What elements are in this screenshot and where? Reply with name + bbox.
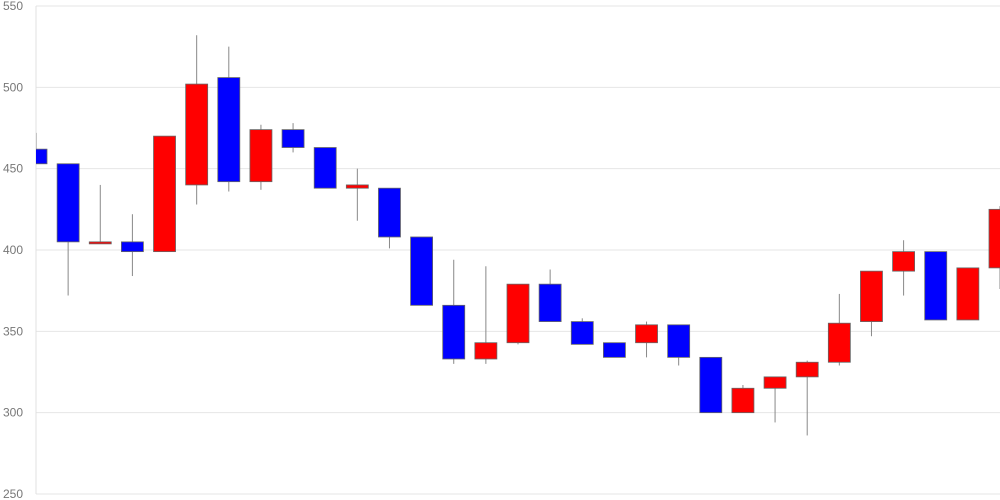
candle — [281, 123, 305, 153]
candle — [217, 46, 241, 192]
candle-body-up — [892, 251, 915, 272]
candle-body-down — [281, 129, 305, 148]
candle-body-up — [860, 270, 883, 322]
candle-body-up — [185, 83, 209, 186]
candle — [121, 214, 144, 277]
candle — [570, 318, 594, 345]
candle-body-down — [121, 241, 144, 253]
candle-body-up — [635, 324, 658, 344]
candle-body-up — [763, 376, 787, 389]
candle — [56, 163, 80, 296]
candle-body-down — [924, 251, 948, 321]
candle — [860, 270, 883, 337]
candle — [699, 356, 723, 414]
candle — [956, 267, 980, 321]
y-axis-ticks: 550 500 450 400 350 300 250 — [3, 0, 23, 500]
candle — [538, 269, 562, 322]
candle — [892, 240, 915, 296]
candle — [763, 376, 787, 423]
y-tick-label: 400 — [3, 243, 23, 257]
y-tick-label: 300 — [3, 406, 23, 420]
candle-body-up — [506, 283, 530, 344]
candle-body-up — [345, 184, 369, 189]
y-tick-label: 550 — [3, 0, 23, 13]
candle-body-up — [988, 208, 1000, 269]
candle-body-up — [249, 129, 273, 183]
candle-body-up — [88, 241, 112, 245]
candle-body-up — [956, 267, 980, 321]
candle — [313, 147, 337, 189]
candle — [731, 385, 755, 414]
candle-body-down — [442, 304, 466, 360]
candle-body-down — [538, 283, 562, 322]
candles — [36, 35, 1000, 436]
candle — [667, 324, 691, 366]
y-tick-label: 500 — [3, 80, 23, 94]
candle — [378, 187, 401, 249]
candle-body-down — [217, 77, 241, 183]
candle-body-up — [827, 322, 851, 363]
candle-body-down — [410, 236, 434, 306]
candle — [924, 251, 948, 321]
candle — [249, 124, 273, 190]
candle-body-down — [313, 147, 337, 189]
candle-body-up — [153, 135, 176, 253]
candle — [506, 283, 530, 345]
candle-body-down — [667, 324, 691, 358]
candle — [635, 321, 658, 358]
candle — [603, 342, 626, 358]
gridlines — [36, 5, 1000, 495]
candle — [474, 266, 498, 364]
candle-body-up — [795, 361, 819, 378]
candle — [36, 132, 48, 165]
y-tick-label: 350 — [3, 324, 23, 338]
candle-body-down — [699, 356, 723, 414]
candle — [795, 360, 819, 436]
candle — [153, 135, 176, 253]
candle — [827, 293, 851, 366]
y-tick-label: 450 — [3, 162, 23, 176]
candle-body-up — [731, 387, 755, 414]
candle-body-down — [603, 342, 626, 358]
candle-body-down — [570, 321, 594, 345]
candle-body-up — [474, 342, 498, 360]
candle — [185, 35, 209, 205]
candle — [410, 236, 434, 306]
candle — [88, 184, 112, 245]
y-tick-label: 250 — [3, 487, 23, 500]
candle-body-down — [36, 148, 48, 165]
candle-body-down — [378, 187, 401, 238]
candle — [345, 168, 369, 221]
candle-body-down — [56, 163, 80, 243]
candle — [988, 206, 1000, 290]
candle — [442, 259, 466, 364]
